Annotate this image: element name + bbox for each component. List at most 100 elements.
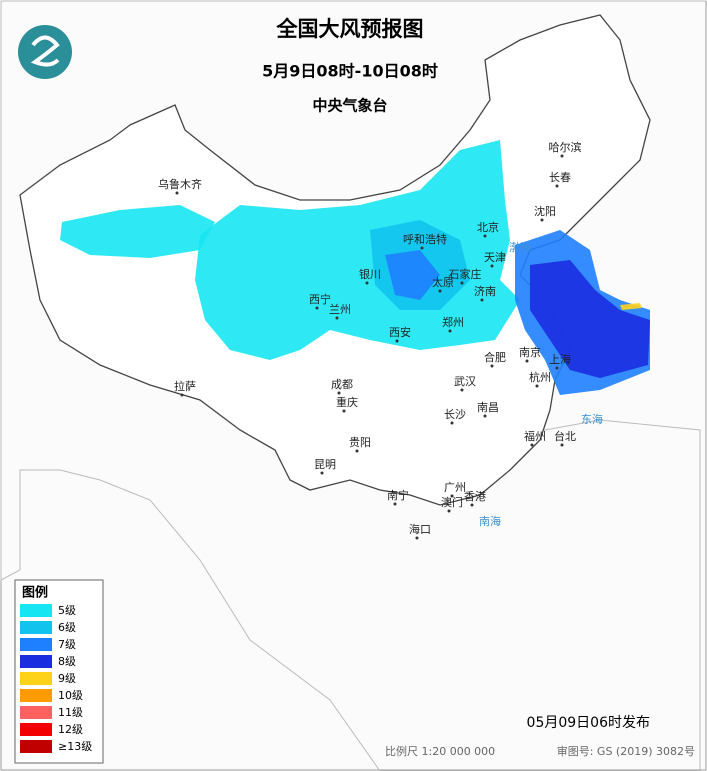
city-dot (525, 359, 529, 363)
city-dot (460, 281, 464, 285)
legend-swatch (20, 604, 52, 617)
city-dot (450, 421, 454, 425)
city-label: 昆明 (314, 458, 336, 471)
city-label: 台北 (554, 429, 576, 443)
city-label: 南昌 (477, 401, 499, 414)
legend-swatch (20, 655, 52, 668)
legend-label: 11级 (58, 706, 83, 719)
city-label: 北京 (477, 220, 499, 234)
city-dot (447, 509, 451, 513)
city-dot (483, 234, 487, 238)
city-label: 济南 (474, 284, 496, 298)
legend-swatch (20, 672, 52, 685)
legend-label: ≥13级 (58, 740, 92, 753)
city-dot (490, 364, 494, 368)
city-label: 广州 (444, 481, 466, 494)
city-label: 南宁 (387, 488, 409, 502)
legend-swatch (20, 621, 52, 634)
city-dot (448, 329, 452, 333)
wind-areas (60, 140, 650, 395)
city-dot (555, 184, 559, 188)
city-dot (535, 384, 539, 388)
legend-label: 5级 (58, 604, 76, 617)
wind-area (60, 205, 215, 258)
city-label: 上海 (549, 352, 571, 366)
city-label: 西安 (389, 325, 411, 339)
city-label: 天津 (484, 251, 506, 264)
sea-label: 渤海 (509, 240, 531, 254)
city-dot (180, 393, 184, 397)
city-label: 银川 (359, 267, 381, 281)
city-label: 兰州 (329, 303, 351, 316)
scale: 比例尺 1:20 000 000 (385, 744, 495, 758)
legend-swatch (20, 723, 52, 736)
city-label: 澳门 (441, 495, 463, 509)
city-label: 长春 (549, 171, 571, 184)
city-label: 拉萨 (174, 379, 196, 393)
city-dot (438, 289, 442, 293)
city-label: 贵阳 (349, 436, 371, 449)
wind-area (620, 303, 642, 310)
city-dot (450, 494, 454, 498)
city-label: 合肥 (484, 350, 506, 364)
city-dot (490, 264, 494, 268)
city-dot (365, 281, 369, 285)
legend-swatch (20, 638, 52, 651)
city-label: 长沙 (444, 408, 466, 421)
legend: 5级 6级 7级 8级 9级 10级 11级 12级 ≥13级 (20, 604, 92, 753)
sea-label: 东海 (581, 412, 603, 426)
city-dot (342, 409, 346, 413)
city-dot (460, 388, 464, 392)
city-label: 呼和浩特 (403, 232, 447, 246)
city-label: 太原 (432, 276, 454, 289)
logo-mark (30, 35, 60, 67)
city-label: 哈尔滨 (549, 140, 582, 154)
city-label: 武汉 (454, 375, 476, 388)
legend-label: 7级 (58, 638, 76, 651)
city-dot (530, 443, 534, 447)
city-dot (315, 306, 319, 310)
city-dot (483, 414, 487, 418)
city-label: 成都 (331, 378, 353, 391)
city-label: 海口 (409, 522, 431, 536)
city-dot (560, 443, 564, 447)
city-dot (420, 246, 424, 250)
wind-area (385, 250, 440, 300)
legend-label: 6级 (58, 621, 76, 634)
city-label: 南京 (519, 345, 541, 359)
city-dot (335, 316, 339, 320)
period: 5月9日08时-10日08时 (262, 62, 438, 81)
legend-swatch (20, 689, 52, 702)
city-dot (540, 218, 544, 222)
city-label: 西宁 (309, 292, 331, 306)
legend-label: 12级 (58, 723, 83, 736)
wind-area (530, 260, 650, 378)
city-dot (337, 391, 341, 395)
city-dot (480, 298, 484, 302)
city-dot (393, 502, 397, 506)
issuer: 中央气象台 (312, 97, 387, 115)
city-dot (355, 449, 359, 453)
legend-title: 图例 (22, 585, 48, 601)
city-label: 福州 (524, 429, 546, 443)
city-label: 石家庄 (449, 267, 482, 281)
legend-swatch (20, 740, 52, 753)
city-dot (395, 339, 399, 343)
issued: 05月09日06时发布 (527, 715, 650, 731)
city-dot (415, 536, 419, 540)
logo (18, 25, 72, 79)
city-label: 沈阳 (534, 204, 556, 218)
sea-label: 南海 (479, 514, 501, 528)
map-number: 审图号: GS (2019) 3082号 (557, 744, 695, 758)
title: 全国大风预报图 (276, 17, 424, 41)
city-label: 香港 (464, 490, 486, 503)
legend-label: 8级 (58, 655, 76, 668)
legend-label: 10级 (58, 689, 83, 702)
legend-swatch (20, 706, 52, 719)
city-dot (560, 154, 564, 158)
city-dot (470, 503, 474, 507)
